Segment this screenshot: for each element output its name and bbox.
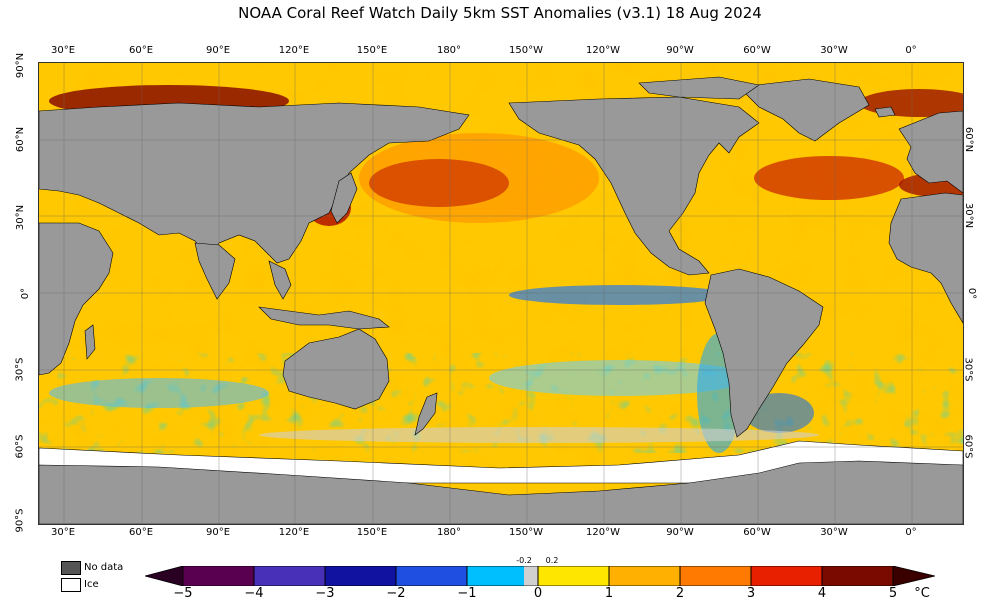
- colorbar-tick: −1: [457, 586, 477, 601]
- indonesia: [258, 306, 390, 330]
- southern-ocean-grey: [259, 427, 819, 443]
- lon-label: 30°E: [50, 527, 76, 538]
- lon-label: 0°: [905, 45, 917, 56]
- colorbar-seg: [609, 566, 680, 586]
- lon-label: 120°E: [278, 45, 310, 56]
- north-pacific-hot-anomaly: [369, 159, 509, 207]
- japan: [330, 172, 358, 224]
- colorbar-unit: °C: [914, 586, 930, 601]
- lat-label: 30°S: [14, 357, 26, 382]
- madagascar: [84, 324, 96, 360]
- colorbar-seg: [325, 566, 396, 586]
- colorbar-seg: [822, 566, 893, 586]
- north-pacific-warm: [359, 133, 599, 223]
- colorbar-tick: 2: [675, 586, 685, 601]
- north-america: [508, 96, 760, 276]
- lon-label: 150°E: [356, 527, 388, 538]
- colorbar-seg: [680, 566, 751, 586]
- colorbar-small-tick: -0.2: [516, 556, 532, 565]
- africa: [39, 222, 114, 376]
- lon-label: 180°: [436, 45, 462, 56]
- india: [194, 242, 236, 300]
- lat-label: 60°S: [962, 434, 974, 459]
- colorbar-max-arrow: [892, 566, 935, 586]
- lat-label: 60°N: [963, 126, 975, 153]
- lat-label: 60°N: [15, 126, 27, 153]
- lon-label: 60°E: [128, 527, 154, 538]
- nodata-swatch: [61, 561, 81, 575]
- africa-west: [888, 192, 963, 324]
- map-title: NOAA Coral Reef Watch Daily 5km SST Anom…: [238, 4, 762, 22]
- colorbar: [145, 566, 935, 586]
- lon-label: 30°W: [820, 527, 848, 538]
- lon-label: 90°E: [205, 527, 231, 538]
- colorbar-tick: 1: [604, 586, 614, 601]
- colorbar-tick: 0: [533, 586, 543, 601]
- colorbar-tick: −2: [386, 586, 406, 601]
- antarctica: [39, 460, 963, 524]
- ice-swatch: [61, 578, 81, 592]
- lon-label: 0°: [905, 527, 917, 538]
- colorbar-small-tick: 0.2: [545, 556, 559, 565]
- colorbar-tick: −3: [315, 586, 335, 601]
- lat-label: 0°: [966, 287, 978, 300]
- lat-label: 90°S: [14, 508, 26, 533]
- colorbar-tick: 4: [817, 586, 827, 601]
- lon-label: 60°E: [128, 45, 154, 56]
- map-canvas: [39, 63, 963, 524]
- lat-label: 90°N: [15, 52, 27, 79]
- nodata-label: No data: [84, 562, 124, 573]
- colorbar-seg: [183, 566, 254, 586]
- lat-label: 30°S: [962, 357, 974, 382]
- lon-label: 90°E: [205, 45, 231, 56]
- indian-ocean-south-cool: [49, 378, 269, 408]
- lon-label: 120°W: [586, 527, 620, 538]
- north-atlantic-hot: [754, 156, 904, 200]
- colorbar-min-arrow: [145, 566, 184, 586]
- lat-label: 60°S: [14, 434, 26, 459]
- greenland: [738, 78, 870, 142]
- south-america: [704, 268, 824, 438]
- southeast-asia: [268, 260, 292, 300]
- colorbar-seg: [751, 566, 822, 586]
- colorbar-seg: [524, 566, 538, 586]
- lon-label: 90°W: [666, 527, 694, 538]
- graticule: [39, 63, 963, 524]
- colorbar-seg: [254, 566, 325, 586]
- south-pacific-cool-band: [489, 360, 749, 396]
- europe-west: [898, 110, 963, 194]
- lat-label: 30°N: [15, 204, 27, 231]
- lon-label: 60°W: [743, 527, 771, 538]
- colorbar-seg: [467, 566, 524, 586]
- lon-label: 30°W: [820, 45, 848, 56]
- lat-label: 0°: [20, 287, 32, 300]
- lon-label: 150°W: [509, 527, 543, 538]
- colorbar-dividers: [253, 566, 823, 586]
- eurasia: [39, 102, 470, 264]
- new-zealand: [414, 392, 438, 436]
- lat-label: 30°N: [963, 202, 975, 229]
- lon-label: 150°E: [356, 45, 388, 56]
- lon-label: 60°W: [743, 45, 771, 56]
- lon-label: 90°W: [666, 45, 694, 56]
- colorbar-seg: [538, 566, 609, 586]
- lon-label: 180°: [436, 527, 462, 538]
- colorbar-tick: 5: [888, 586, 898, 601]
- lon-label: 150°W: [509, 45, 543, 56]
- arctic-islands: [638, 76, 760, 100]
- sst-anomaly-map: [38, 62, 964, 525]
- ice-label: Ice: [84, 579, 99, 590]
- colorbar-tick: 3: [746, 586, 756, 601]
- iceland: [874, 106, 896, 118]
- colorbar-tick: −5: [173, 586, 193, 601]
- colorbar-seg: [396, 566, 467, 586]
- lon-label: 120°W: [586, 45, 620, 56]
- colorbar-tick: −4: [244, 586, 264, 601]
- lon-label: 30°E: [50, 45, 76, 56]
- equatorial-pacific-cool: [509, 285, 729, 305]
- lon-label: 120°E: [278, 527, 310, 538]
- australia: [282, 328, 390, 410]
